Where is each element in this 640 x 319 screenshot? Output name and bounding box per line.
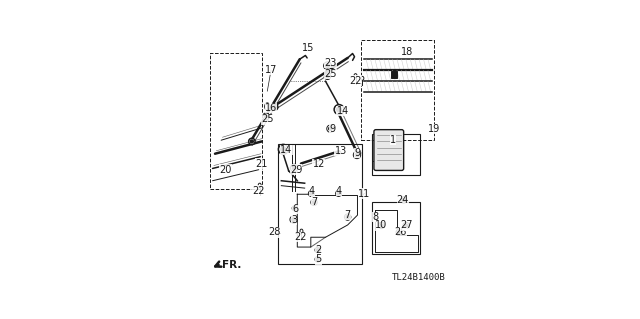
- Text: 14: 14: [280, 145, 292, 155]
- Text: 6: 6: [292, 204, 299, 214]
- Circle shape: [281, 147, 285, 152]
- Bar: [361, 40, 434, 140]
- Text: FR.: FR.: [222, 260, 241, 270]
- Bar: [278, 144, 362, 264]
- Circle shape: [311, 199, 317, 205]
- Circle shape: [273, 106, 276, 108]
- Ellipse shape: [361, 76, 364, 80]
- Text: 7: 7: [312, 197, 317, 207]
- Ellipse shape: [300, 229, 303, 233]
- Text: 22: 22: [294, 232, 307, 242]
- Text: 26: 26: [394, 227, 406, 237]
- Text: 28: 28: [268, 227, 281, 237]
- Text: 15: 15: [302, 43, 314, 53]
- Text: 13: 13: [335, 146, 347, 156]
- Text: 17: 17: [265, 65, 277, 75]
- Text: 4: 4: [309, 186, 315, 196]
- Text: 1: 1: [390, 135, 396, 145]
- Text: 9: 9: [330, 124, 335, 134]
- Circle shape: [294, 207, 296, 210]
- Circle shape: [324, 73, 331, 79]
- Text: 11: 11: [358, 189, 371, 198]
- Text: 16: 16: [265, 103, 277, 113]
- Bar: [372, 134, 420, 174]
- Text: 4: 4: [336, 186, 342, 196]
- Text: 9: 9: [354, 148, 360, 158]
- Bar: [210, 53, 262, 189]
- Bar: [390, 71, 397, 78]
- Circle shape: [271, 104, 278, 110]
- Text: 27: 27: [401, 220, 413, 230]
- Ellipse shape: [264, 103, 270, 110]
- Circle shape: [337, 107, 342, 112]
- Circle shape: [334, 105, 344, 115]
- Circle shape: [327, 125, 334, 132]
- Text: 12: 12: [312, 159, 325, 169]
- Circle shape: [326, 75, 329, 78]
- Circle shape: [337, 192, 340, 195]
- Circle shape: [324, 62, 332, 70]
- Circle shape: [249, 138, 255, 145]
- Text: 25: 25: [262, 114, 274, 124]
- Text: 19: 19: [428, 124, 440, 134]
- Circle shape: [353, 151, 361, 159]
- Circle shape: [316, 249, 319, 251]
- Circle shape: [290, 216, 298, 223]
- Circle shape: [402, 198, 405, 201]
- Text: 22: 22: [349, 76, 362, 85]
- Text: 22: 22: [253, 186, 265, 196]
- Circle shape: [292, 218, 295, 221]
- Circle shape: [312, 201, 316, 204]
- Text: 5: 5: [316, 254, 322, 264]
- Circle shape: [404, 224, 408, 227]
- Circle shape: [250, 140, 253, 143]
- Circle shape: [292, 166, 296, 170]
- Circle shape: [355, 153, 358, 157]
- Circle shape: [335, 190, 342, 197]
- Circle shape: [264, 115, 268, 118]
- Bar: [372, 202, 420, 255]
- Text: 25: 25: [324, 69, 337, 79]
- Circle shape: [315, 247, 321, 253]
- Text: 23: 23: [324, 58, 337, 68]
- Text: 14: 14: [337, 106, 349, 116]
- Text: 21: 21: [255, 159, 268, 168]
- Text: 8: 8: [372, 212, 378, 222]
- Circle shape: [278, 145, 288, 154]
- Text: 7: 7: [344, 210, 351, 220]
- FancyBboxPatch shape: [374, 130, 404, 170]
- Text: 18: 18: [401, 47, 413, 57]
- Circle shape: [344, 214, 351, 220]
- Circle shape: [310, 192, 313, 195]
- Text: 2: 2: [316, 245, 322, 255]
- Text: TL24B1400B: TL24B1400B: [392, 273, 446, 282]
- Circle shape: [315, 257, 321, 262]
- Circle shape: [326, 64, 330, 68]
- Circle shape: [396, 229, 403, 235]
- Ellipse shape: [354, 74, 357, 78]
- Text: 3: 3: [291, 215, 297, 225]
- Circle shape: [380, 224, 383, 227]
- Circle shape: [397, 231, 401, 234]
- Text: 10: 10: [376, 220, 388, 230]
- Circle shape: [292, 205, 298, 211]
- Circle shape: [262, 113, 269, 120]
- Circle shape: [401, 197, 407, 203]
- Circle shape: [316, 258, 319, 261]
- Ellipse shape: [259, 183, 261, 187]
- Circle shape: [308, 190, 314, 197]
- Circle shape: [329, 127, 332, 130]
- Text: 24: 24: [397, 195, 409, 205]
- Circle shape: [403, 222, 410, 229]
- Circle shape: [291, 164, 298, 172]
- Text: 20: 20: [220, 165, 232, 175]
- Circle shape: [346, 216, 349, 219]
- Circle shape: [378, 222, 385, 229]
- Text: 29: 29: [290, 165, 302, 175]
